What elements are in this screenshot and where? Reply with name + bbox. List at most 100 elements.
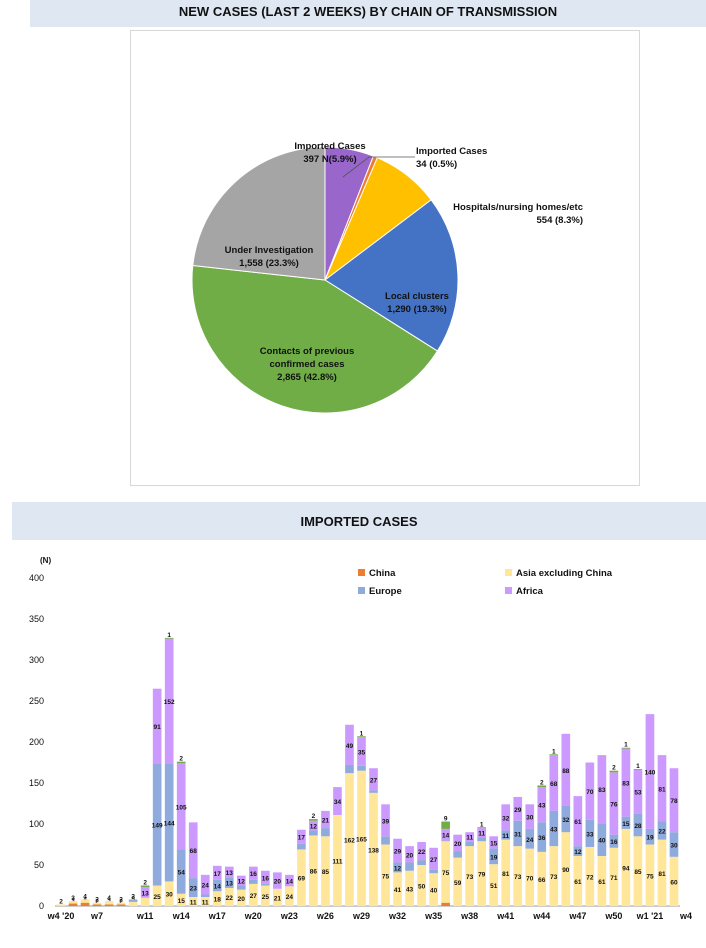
bar-segment bbox=[345, 773, 354, 906]
bar-chart: (N)0501001502002503003504002334422242253… bbox=[29, 556, 692, 921]
bar-data-label: 14 bbox=[442, 833, 450, 840]
pie-chart: Imported Cases 397 N(5.9%) Imported Cases 3… bbox=[191, 141, 583, 414]
bar-data-label: 76 bbox=[610, 802, 618, 809]
bar-data-label: 105 bbox=[176, 804, 187, 811]
bar-data-label: 20 bbox=[406, 852, 414, 859]
bar-segment bbox=[248, 866, 258, 880]
bar-segment bbox=[357, 770, 366, 906]
bar-segment bbox=[381, 804, 390, 837]
bar-data-label: 12 bbox=[310, 824, 318, 831]
bar-data-label: 24 bbox=[202, 883, 210, 890]
bar-segment bbox=[369, 768, 378, 791]
bar-segment bbox=[357, 736, 366, 738]
legend-swatch bbox=[505, 569, 512, 576]
pie-label-value: 397 N(5.9%) bbox=[303, 154, 356, 165]
bar-segment bbox=[321, 828, 330, 837]
bar-segment bbox=[501, 839, 511, 906]
bar-segment bbox=[633, 836, 643, 906]
bar-data-label: 33 bbox=[586, 831, 594, 838]
bar-data-label: 14 bbox=[286, 879, 294, 886]
x-tick-label: w1 '21 bbox=[636, 911, 664, 921]
bar-data-label: 30 bbox=[166, 892, 174, 899]
legend-swatch bbox=[358, 587, 365, 594]
legend-swatch bbox=[358, 569, 365, 576]
x-tick-label: w38 bbox=[460, 911, 478, 921]
bar-segment bbox=[128, 899, 138, 902]
pie-label-value: 34 (0.5%) bbox=[416, 159, 457, 170]
bar-data-label: 79 bbox=[478, 872, 486, 879]
bar-segment bbox=[381, 844, 390, 906]
bar-data-label: 32 bbox=[502, 815, 510, 822]
bar-data-label: 66 bbox=[538, 877, 546, 884]
bar-data-label: 17 bbox=[298, 835, 306, 842]
pie-label: Local clusters 1,290 (19.3%) bbox=[385, 291, 449, 315]
x-tick-label: w4 '20 bbox=[47, 911, 75, 921]
bar-segment bbox=[176, 763, 186, 850]
bar-segment bbox=[537, 787, 547, 823]
bar-data-label: 15 bbox=[490, 840, 498, 847]
x-tick-label: w47 bbox=[568, 911, 586, 921]
bar-segment bbox=[513, 820, 523, 847]
legend-label: Europe bbox=[369, 586, 402, 597]
bar-data-label: 16 bbox=[250, 871, 258, 878]
bar-segment bbox=[453, 851, 462, 858]
bar-data-label: 2 bbox=[612, 765, 616, 772]
bar-data-label: 152 bbox=[164, 699, 175, 706]
bar-segment bbox=[465, 846, 474, 906]
bar-data-label: 11 bbox=[466, 835, 473, 842]
x-tick-label: w32 bbox=[388, 911, 406, 921]
bar-segment bbox=[236, 889, 246, 906]
bar-data-label: 19 bbox=[646, 835, 654, 842]
pie-slice bbox=[192, 146, 326, 281]
bar-segment bbox=[297, 843, 306, 850]
legend-label: China bbox=[369, 568, 396, 579]
bar-segment bbox=[477, 841, 487, 906]
bar-segment bbox=[645, 828, 655, 845]
y-tick-label: 50 bbox=[34, 860, 44, 870]
bar-data-label: 43 bbox=[406, 886, 414, 893]
bar-data-label: 21 bbox=[322, 817, 330, 824]
bar-segment bbox=[140, 897, 150, 906]
bar-data-label: 81 bbox=[658, 786, 666, 793]
bar-segment bbox=[357, 737, 366, 766]
bar-data-label: 13 bbox=[226, 870, 234, 877]
bar-data-label: 17 bbox=[214, 871, 222, 878]
bar-segment bbox=[513, 796, 523, 821]
bar-data-label: 2 bbox=[95, 898, 99, 905]
bar-segment bbox=[56, 904, 66, 906]
bar-segment bbox=[441, 840, 450, 842]
pie-slice bbox=[324, 199, 459, 352]
bar-segment bbox=[489, 836, 499, 849]
y-tick-label: 300 bbox=[29, 655, 44, 665]
bar-segment bbox=[477, 837, 487, 842]
pie-label-name: Under Investigation bbox=[225, 245, 314, 256]
bar-segment bbox=[441, 902, 450, 906]
bar-segment bbox=[224, 877, 234, 888]
bar-data-label: 72 bbox=[586, 874, 594, 881]
bar-data-label: 73 bbox=[550, 874, 558, 881]
bar-data-label: 41 bbox=[394, 887, 402, 894]
x-tick-label: w50 bbox=[604, 911, 622, 921]
bar-data-label: 20 bbox=[274, 879, 282, 886]
bar-segment bbox=[645, 844, 655, 906]
bar-segment bbox=[429, 847, 438, 870]
bar-data-label: 138 bbox=[368, 847, 379, 854]
bar-segment bbox=[525, 848, 535, 906]
bar-data-label: 75 bbox=[382, 873, 390, 880]
bar-data-label: 2 bbox=[143, 880, 147, 887]
bar-segment bbox=[309, 830, 318, 836]
pie-label: Hospitals/nursing homes/etc 554 (8.3%) bbox=[453, 202, 583, 226]
bar-segment bbox=[164, 881, 174, 906]
bar-segment bbox=[80, 899, 90, 903]
bar-data-label: 24 bbox=[526, 837, 534, 844]
bar-data-label: 11 bbox=[478, 831, 485, 838]
bar-segment bbox=[309, 835, 318, 906]
bar-segment bbox=[333, 814, 342, 906]
bar-segment bbox=[200, 874, 210, 895]
bar-data-label: 28 bbox=[634, 823, 642, 830]
bar-data-label: 85 bbox=[634, 869, 642, 876]
bar-segment bbox=[164, 763, 174, 882]
bar-data-label: 27 bbox=[430, 857, 438, 864]
bar-data-label: 68 bbox=[550, 781, 558, 788]
x-tick-label: w23 bbox=[280, 911, 298, 921]
